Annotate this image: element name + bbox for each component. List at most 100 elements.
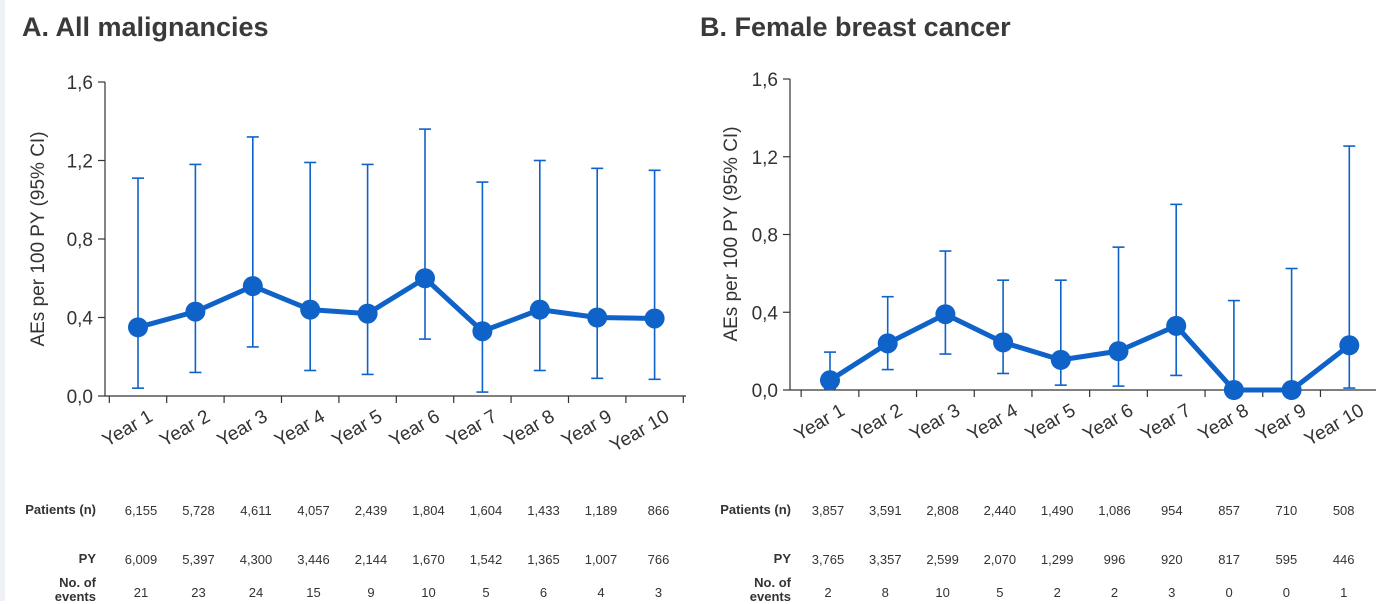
table-cell: 710 xyxy=(1275,503,1298,518)
x-tick-label: Year 10 xyxy=(1301,400,1368,451)
x-tick-label: Year 10 xyxy=(606,406,673,457)
table-cell: 817 xyxy=(1218,552,1240,567)
table-cell: 4,057 xyxy=(297,503,330,518)
y-tick-label: 1,2 xyxy=(67,152,93,173)
table-cell: 5,397 xyxy=(182,552,215,567)
table-cell: 6 xyxy=(539,585,548,600)
y-tick-label: 0,4 xyxy=(752,303,779,324)
table-cell: 1,490 xyxy=(1040,503,1074,518)
table-cell: 954 xyxy=(1160,503,1183,518)
table-cell: 3,765 xyxy=(811,552,845,567)
table-cell: 1,433 xyxy=(527,503,560,518)
x-tick-label: Year 3 xyxy=(906,400,963,445)
x-tick-label: Year 6 xyxy=(1080,400,1137,445)
data-point xyxy=(1223,380,1244,400)
chart-panel-a: A. All malignancies 0,0 0,4 0,8 1,2 1,6 AEs p… xyxy=(0,0,690,604)
table-cell: 1,299 xyxy=(1040,552,1074,567)
data-point xyxy=(1281,380,1302,400)
table-cell: 3 xyxy=(654,585,663,600)
table-cell: 4,611 xyxy=(240,503,272,518)
data-point xyxy=(472,321,493,342)
table-cell: 1,189 xyxy=(584,503,618,518)
x-tick-label: Year 8 xyxy=(1195,400,1252,445)
x-tick-label: Year 1 xyxy=(99,406,156,451)
x-tick-label: Year 3 xyxy=(214,406,271,451)
table-row-label-line: events xyxy=(54,589,96,604)
table-cell: 10 xyxy=(421,585,436,600)
table-cell: 5 xyxy=(482,585,490,600)
table-row-label-line: events xyxy=(749,589,791,604)
data-point xyxy=(415,268,435,289)
x-tick-label: Year 5 xyxy=(1022,400,1079,445)
table-cell: 5 xyxy=(996,585,1004,600)
chart-title: B. Female breast cancer xyxy=(700,12,1011,42)
data-point xyxy=(935,304,956,325)
data-point xyxy=(1050,349,1071,370)
data-point xyxy=(1108,341,1129,362)
table-cell: 857 xyxy=(1218,503,1240,518)
table-cell: 920 xyxy=(1160,552,1183,567)
table-cell: 1,604 xyxy=(469,503,503,518)
series-line xyxy=(828,311,1351,393)
table-row-label: No. of events xyxy=(750,576,791,604)
chart-title: A. All malignancies xyxy=(22,12,269,42)
data-point xyxy=(644,308,665,329)
table-cell: 23 xyxy=(191,585,206,600)
table-cell: 8 xyxy=(881,585,889,600)
table-cell: 1,086 xyxy=(1098,503,1131,518)
table-cell: 0 xyxy=(1225,585,1233,600)
data-point xyxy=(529,299,550,320)
table-cell: 1,670 xyxy=(412,552,445,567)
y-tick-label: 0,8 xyxy=(67,230,93,251)
data-point xyxy=(820,370,840,391)
table-cell: 1,542 xyxy=(469,552,503,567)
y-axis-label: AEs per 100 PY (95% CI) xyxy=(28,131,49,346)
y-axis-label: AEs per 100 PY (95% CI) xyxy=(721,126,742,341)
y-tick-label: 1,6 xyxy=(67,73,93,94)
y-tick-label: 0,0 xyxy=(67,387,93,408)
x-tick-label: Year 5 xyxy=(329,406,386,451)
data-point xyxy=(185,301,206,322)
table-row-label-line: No. of xyxy=(59,575,96,590)
table-cell: 9 xyxy=(367,585,375,600)
table-cell: 6,009 xyxy=(124,552,158,567)
table-cell: 996 xyxy=(1103,552,1126,567)
data-point xyxy=(242,276,263,297)
table-cell: 21 xyxy=(133,585,149,600)
table-row-label: Patients (n) xyxy=(720,502,791,517)
table-cell: 0 xyxy=(1282,585,1290,600)
table-cell: 6,155 xyxy=(124,503,158,518)
y-tick-label: 0,4 xyxy=(67,309,94,330)
x-tick-label: Year 7 xyxy=(443,406,500,451)
table-row-label: PY xyxy=(78,551,96,566)
table-cell: 5,728 xyxy=(182,503,215,518)
x-tick-label: Year 8 xyxy=(501,406,558,451)
y-tick-label: 1,2 xyxy=(752,148,778,169)
table-cell: 766 xyxy=(647,552,670,567)
table-cell: 4,300 xyxy=(239,552,273,567)
table-row-label: Patients (n) xyxy=(25,502,96,517)
x-tick-label: Year 7 xyxy=(1137,400,1194,445)
table-cell: 24 xyxy=(248,585,264,600)
table-cell: 2,144 xyxy=(354,552,388,567)
y-tick-label: 0,8 xyxy=(752,226,778,247)
table-cell: 3,857 xyxy=(811,503,845,518)
table-cell: 1,365 xyxy=(527,552,560,567)
table-cell: 2,440 xyxy=(983,503,1017,518)
table-cell: 508 xyxy=(1332,503,1355,518)
table-cell: 595 xyxy=(1275,552,1298,567)
table-cell: 2 xyxy=(1053,585,1061,600)
x-tick-label: Year 1 xyxy=(791,400,848,445)
left-edge-strip xyxy=(0,0,5,601)
data-point xyxy=(128,317,148,338)
data-point xyxy=(993,332,1014,353)
table-cell: 3,446 xyxy=(297,552,330,567)
table-cell: 3,591 xyxy=(869,503,902,518)
table-row-label: No. of events xyxy=(55,576,96,604)
data-point xyxy=(1339,335,1360,356)
table-cell: 2,439 xyxy=(354,503,388,518)
table-cell: 3,357 xyxy=(869,552,902,567)
table-cell: 1 xyxy=(1340,585,1348,600)
table-cell: 4 xyxy=(597,585,605,600)
chart-plot-area: 0,0 0,4 0,8 1,2 1,6 AEs per 100 PY (95% CI) Ye… xyxy=(721,70,1376,451)
